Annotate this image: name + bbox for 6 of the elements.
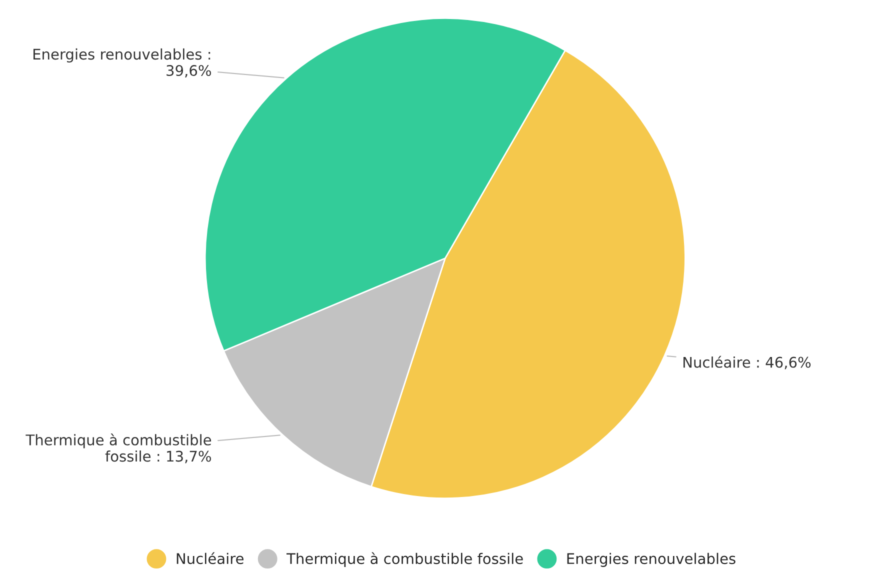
data-label: Nucléaire : 46,6% [683,356,811,370]
legend-label: Nucléaire [176,552,244,564]
data-label: Energies renouvelables : 39,6% [33,48,212,78]
data-label: Thermique à combustible fossile : 13,7% [26,434,212,464]
legend-label: Energies renouvelables [567,552,736,567]
legend-label: Thermique à combustible fossile [286,552,523,567]
